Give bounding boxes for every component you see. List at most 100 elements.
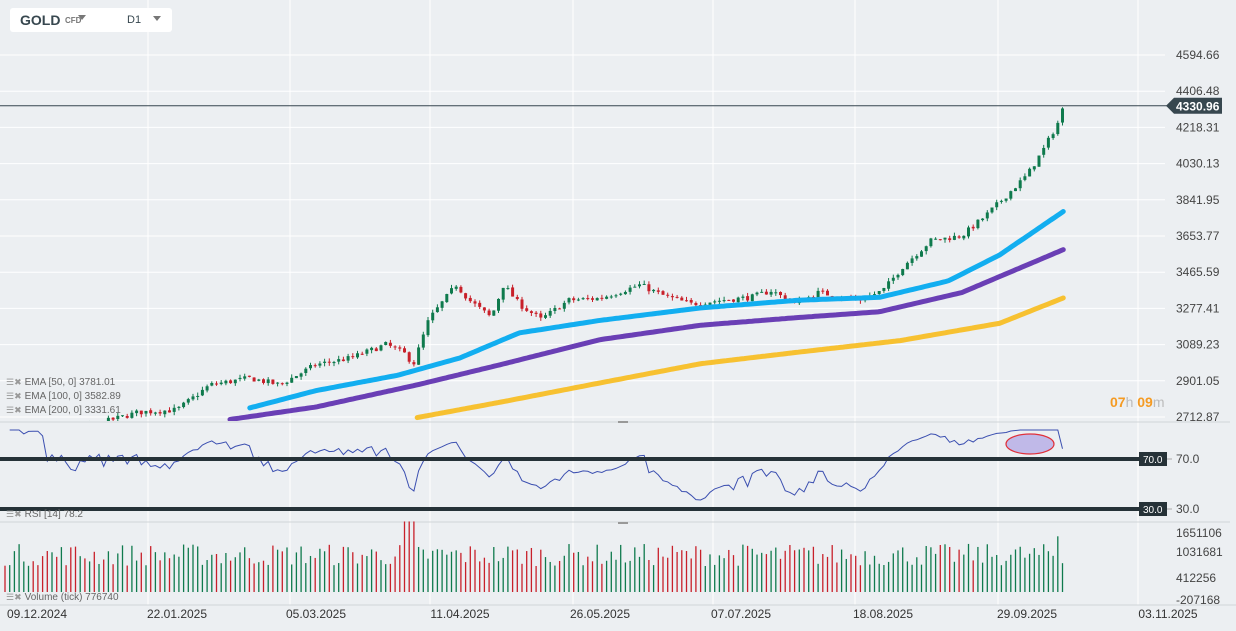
candle-body xyxy=(1004,198,1008,201)
candle xyxy=(586,294,590,301)
legend-ema100[interactable]: ☰✖ EMA [100, 0] 3582.89 xyxy=(6,391,121,402)
price-tick: 2901.05 xyxy=(1176,374,1220,388)
candle-body xyxy=(271,379,275,384)
candle xyxy=(4,429,7,434)
candle xyxy=(370,346,374,354)
candle xyxy=(69,428,72,432)
candle-body xyxy=(219,382,223,385)
candle-body xyxy=(511,287,515,297)
candle-body xyxy=(520,299,524,309)
candle-body xyxy=(351,356,355,358)
candle xyxy=(215,381,218,386)
candle-body xyxy=(685,300,688,302)
settings-close-icon[interactable]: ☰✖ xyxy=(6,405,22,415)
legend-volume[interactable]: ☰✖ Volume (tick) 776740 xyxy=(6,592,119,603)
current-price-label: 4330.96 xyxy=(1176,100,1220,114)
candle xyxy=(779,291,782,299)
candle xyxy=(750,293,754,302)
candle-body xyxy=(398,347,402,349)
candle-body xyxy=(1014,188,1017,192)
candle xyxy=(938,239,942,241)
candle xyxy=(967,225,970,239)
candle-body xyxy=(497,298,500,311)
candle xyxy=(670,293,674,301)
candle xyxy=(952,232,956,241)
candle-body xyxy=(821,290,825,292)
candle-body xyxy=(600,297,604,299)
candle xyxy=(901,268,905,277)
candle-body xyxy=(257,379,261,381)
legend-rsi[interactable]: ☰✖ RSI [14] 78.2 xyxy=(6,509,83,520)
candle xyxy=(576,297,580,302)
candle-body xyxy=(962,235,966,239)
candle-body xyxy=(60,427,63,430)
settings-close-icon[interactable]: ☰✖ xyxy=(6,391,22,401)
candle-body xyxy=(924,246,928,252)
candle-body xyxy=(680,297,684,301)
candle-body xyxy=(238,377,242,380)
candle xyxy=(388,339,392,348)
date-tick: 22.01.2025 xyxy=(147,607,207,621)
settings-close-icon[interactable]: ☰✖ xyxy=(6,592,22,602)
volume-tick: -207168 xyxy=(1176,593,1220,607)
candle-body xyxy=(243,376,247,379)
candle xyxy=(1032,166,1036,172)
candle xyxy=(393,345,397,350)
candle xyxy=(999,199,1003,204)
candle-body xyxy=(327,361,331,363)
candle xyxy=(769,289,773,297)
candle xyxy=(896,273,900,280)
candle-body xyxy=(168,410,171,413)
candle xyxy=(407,351,411,364)
timeframe-selector[interactable]: D1 xyxy=(127,14,142,26)
candle xyxy=(548,308,552,318)
candle-body xyxy=(280,383,284,385)
legend-ema50[interactable]: ☰✖ EMA [50, 0] 3781.01 xyxy=(6,377,115,388)
candle xyxy=(619,292,623,296)
candle xyxy=(1056,120,1060,136)
candle-body xyxy=(623,291,627,295)
candle-body xyxy=(393,346,397,348)
volume-tick: 412256 xyxy=(1176,571,1216,585)
candle-body xyxy=(567,298,571,303)
candle-body xyxy=(454,286,458,289)
legend-ema200[interactable]: ☰✖ EMA [200, 0] 3331.61 xyxy=(6,405,121,416)
candle xyxy=(525,305,529,312)
symbol-chevron-down-icon[interactable] xyxy=(78,15,86,20)
candle xyxy=(356,350,359,359)
candle xyxy=(689,297,693,305)
candle xyxy=(746,292,750,304)
settings-close-icon[interactable]: ☰✖ xyxy=(6,377,22,387)
candle-body xyxy=(732,299,735,302)
candle-body xyxy=(741,296,745,298)
candle-body xyxy=(999,200,1003,202)
candle-body xyxy=(65,427,68,429)
candle xyxy=(1042,144,1046,158)
candle-body xyxy=(468,297,472,302)
symbol-selector[interactable]: GOLD CFD D1 xyxy=(10,8,172,32)
candle-body xyxy=(905,262,909,270)
rsi-level-badge-text: 70.0 xyxy=(1143,455,1163,466)
settings-close-icon[interactable]: ☰✖ xyxy=(6,509,22,519)
candle xyxy=(887,278,891,292)
candle xyxy=(379,344,383,352)
candle-body xyxy=(882,287,886,291)
candle-body xyxy=(4,430,7,434)
candle xyxy=(924,245,928,255)
candle xyxy=(229,379,233,384)
timeframe-chevron-down-icon[interactable] xyxy=(153,16,161,21)
candle xyxy=(243,373,247,381)
candle xyxy=(360,351,364,356)
candle-body xyxy=(525,308,529,311)
candle-body xyxy=(332,362,336,364)
candle-body xyxy=(417,347,421,365)
candle xyxy=(511,284,515,297)
panel-resize-handle[interactable] xyxy=(618,421,628,423)
candle-body xyxy=(41,428,44,429)
candle xyxy=(60,426,63,431)
candle xyxy=(304,367,308,376)
panel-resize-handle[interactable] xyxy=(618,522,628,524)
candle-body xyxy=(323,361,327,363)
candle-body xyxy=(506,288,510,290)
